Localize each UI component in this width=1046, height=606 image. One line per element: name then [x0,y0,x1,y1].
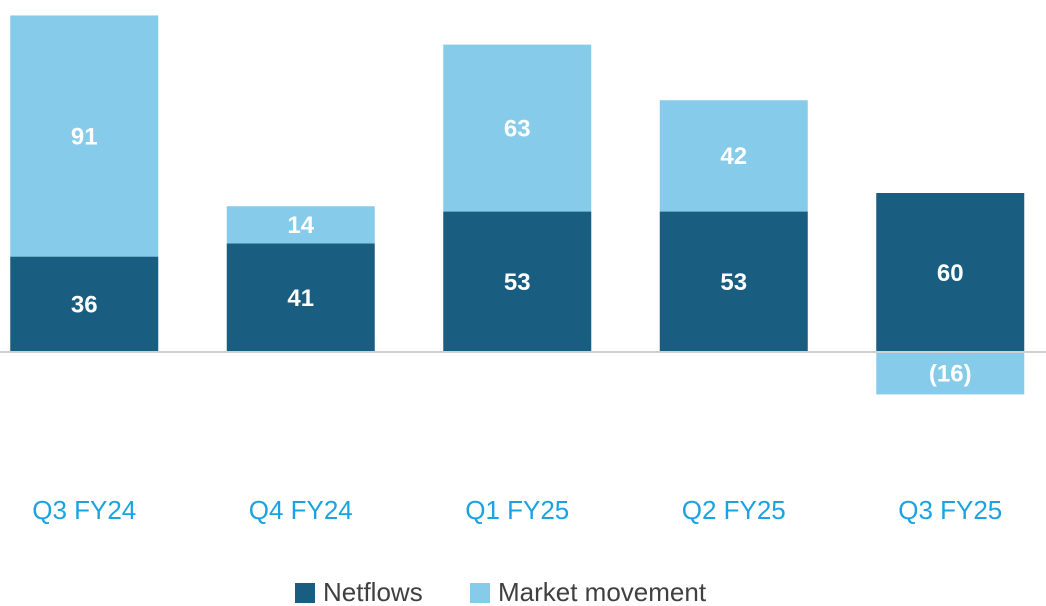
legend-label: Market movement [498,577,707,606]
bar-segment [659,100,808,212]
x-tick-label: Q4 FY24 [249,495,353,525]
data-label: 60 [937,260,964,287]
data-label: 91 [71,123,98,150]
bar-segment [226,243,375,352]
data-label: 53 [504,269,531,296]
x-tick-label: Q1 FY25 [465,495,569,525]
x-tick-label: Q2 FY25 [682,495,786,525]
bar-segment [443,211,592,352]
bar-segment [10,15,159,257]
bar-segment [10,256,159,352]
data-label: (16) [929,361,972,388]
data-label: 42 [720,143,747,170]
legend-swatch [295,583,315,603]
bar-segment [659,211,808,352]
bar-segment [226,206,375,244]
x-tick-label: Q3 FY25 [898,495,1002,525]
data-label: 41 [287,285,314,312]
bar-segment [876,193,1025,352]
data-label: 63 [504,115,531,142]
legend-swatch [470,583,490,603]
bar-segment [876,352,1025,395]
bar-segment [443,44,592,212]
data-label: 14 [287,212,314,239]
data-label: 53 [720,269,747,296]
data-label: 36 [71,292,98,319]
legend-label: Netflows [323,577,423,606]
x-tick-label: Q3 FY24 [32,495,136,525]
